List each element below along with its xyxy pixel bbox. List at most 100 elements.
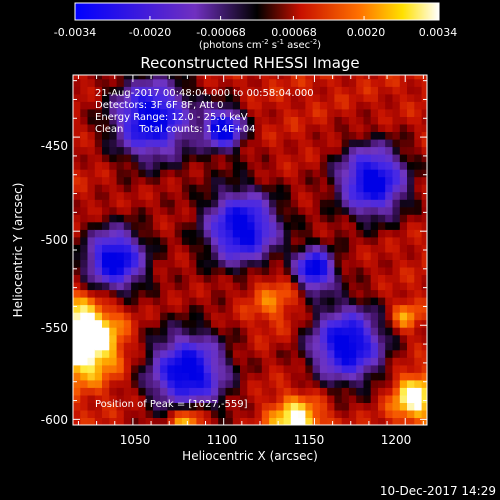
heatmap-cell (312, 251, 321, 260)
heatmap-cell (327, 327, 336, 336)
heatmap-cell (167, 86, 176, 95)
heatmap-cell (327, 349, 336, 358)
heatmap-cell (109, 116, 118, 125)
heatmap-cell (181, 334, 190, 343)
heatmap-cell (189, 334, 198, 343)
heatmap-cell (167, 229, 176, 238)
heatmap-cell (87, 116, 96, 125)
heatmap-cell (334, 199, 343, 208)
heatmap-cell (319, 206, 328, 215)
heatmap-cell (94, 139, 103, 148)
heatmap-cell (203, 131, 212, 140)
heatmap-cell (392, 372, 401, 381)
heatmap-cell (138, 78, 147, 87)
heatmap-cell (269, 161, 277, 170)
heatmap-cell (123, 101, 132, 110)
heatmap-cell (138, 229, 147, 238)
heatmap-cell (73, 214, 81, 223)
heatmap-cell (399, 236, 408, 245)
heatmap-cell (138, 402, 147, 411)
heatmap-cell (189, 297, 198, 306)
heatmap-cell (254, 282, 263, 291)
heatmap-cell (145, 154, 154, 163)
heatmap-cell (225, 349, 234, 358)
heatmap-cell (334, 312, 343, 321)
heatmap-cell (312, 146, 321, 155)
heatmap-cell (327, 289, 336, 298)
heatmap-cell (421, 154, 427, 163)
heatmap-cell (399, 108, 408, 117)
heatmap-cell (189, 75, 198, 80)
heatmap-cell (174, 402, 183, 411)
heatmap-cell (348, 417, 357, 425)
heatmap-cell (305, 349, 314, 358)
heatmap-cell (160, 417, 168, 425)
heatmap-cell (232, 357, 241, 366)
heatmap-cell (102, 116, 110, 125)
heatmap-cell (174, 274, 183, 283)
heatmap-cell (348, 108, 357, 117)
heatmap-cell (247, 417, 256, 425)
heatmap-cell (392, 139, 401, 148)
heatmap-cell (167, 139, 176, 148)
heatmap-cell (167, 116, 176, 125)
heatmap-cell (392, 297, 401, 306)
heatmap-cell (181, 364, 190, 373)
heatmap-cell (385, 108, 394, 117)
heatmap-cell (305, 184, 314, 193)
heatmap-cell (348, 364, 357, 373)
heatmap-cell (312, 409, 321, 418)
heatmap-cell (334, 274, 343, 283)
heatmap-cell (87, 266, 96, 275)
heatmap-cell (211, 229, 219, 238)
heatmap-cell (261, 199, 270, 208)
heatmap-cell (276, 304, 285, 313)
heatmap-cell (131, 394, 139, 403)
heatmap-cell (327, 274, 336, 283)
heatmap-cell (131, 78, 139, 87)
heatmap-cell (203, 251, 212, 260)
heatmap-cell (261, 169, 270, 178)
heatmap-cell (160, 146, 168, 155)
heatmap-cell (363, 236, 372, 245)
heatmap-cell (145, 319, 154, 328)
heatmap-cell (73, 161, 81, 170)
heatmap-cell (312, 123, 321, 132)
heatmap-cell (152, 349, 161, 358)
heatmap-cell (160, 394, 168, 403)
heatmap-cell (319, 184, 328, 193)
heatmap-cell (109, 387, 118, 396)
heatmap-cell (240, 75, 248, 80)
heatmap-cell (87, 101, 96, 110)
heatmap-cell (414, 349, 423, 358)
heatmap-cell (305, 394, 314, 403)
heatmap-cell (334, 123, 343, 132)
heatmap-cell (232, 236, 241, 245)
heatmap-cell (152, 199, 161, 208)
heatmap-cell (421, 327, 427, 336)
heatmap-cell (276, 199, 285, 208)
heatmap-cell (334, 289, 343, 298)
heatmap-cell (211, 304, 219, 313)
heatmap-cell (421, 206, 427, 215)
heatmap-cell (240, 259, 248, 268)
heatmap-cell (261, 259, 270, 268)
heatmap-cell (196, 154, 205, 163)
heatmap-cell (341, 206, 350, 215)
heatmap-cell (348, 402, 357, 411)
heatmap-cell (196, 161, 205, 170)
heatmap-cell (189, 402, 198, 411)
heatmap-cell (189, 199, 198, 208)
heatmap-cell (261, 372, 270, 381)
heatmap-cell (232, 229, 241, 238)
heatmap-cell (152, 116, 161, 125)
heatmap-cell (421, 78, 427, 87)
heatmap-cell (196, 169, 205, 178)
heatmap-cell (319, 319, 328, 328)
heatmap-cell (218, 116, 227, 125)
heatmap-cell (399, 289, 408, 298)
heatmap-cell (109, 289, 118, 298)
heatmap-cell (276, 169, 285, 178)
heatmap-cell (261, 319, 270, 328)
heatmap-cell (269, 312, 277, 321)
